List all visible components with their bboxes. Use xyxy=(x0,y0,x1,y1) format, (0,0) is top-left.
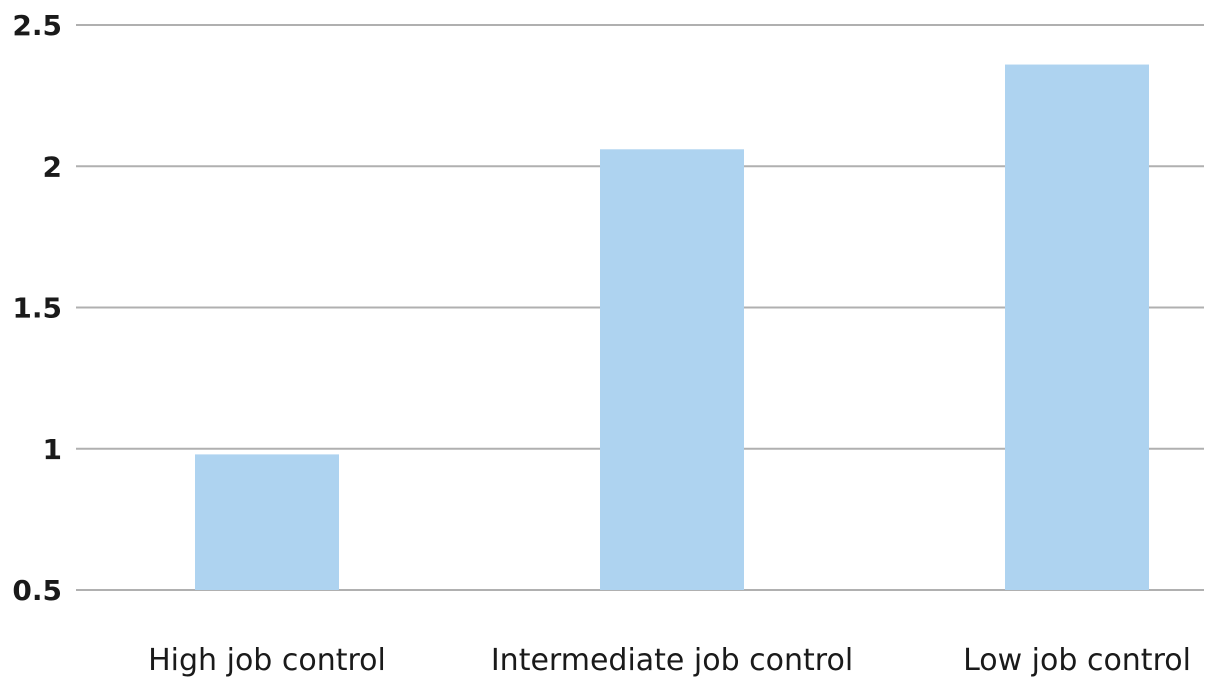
bar xyxy=(195,454,339,590)
y-tick-label: 1.5 xyxy=(12,292,62,325)
x-category-label: Low job control xyxy=(963,643,1191,678)
x-axis-categories: High job control Intermediate job control… xyxy=(148,643,1191,678)
x-category-label: Intermediate job control xyxy=(491,643,853,678)
y-tick-label: 2.5 xyxy=(12,9,62,42)
y-tick-label: 0.5 xyxy=(12,574,62,607)
bar xyxy=(600,149,744,591)
y-axis-ticks: 0.5 1 1.5 2 2.5 xyxy=(12,9,62,607)
bars xyxy=(195,64,1149,591)
x-category-label: High job control xyxy=(148,643,386,678)
y-tick-label: 2 xyxy=(43,150,62,183)
bar xyxy=(1005,64,1149,591)
y-tick-label: 1 xyxy=(43,433,62,466)
